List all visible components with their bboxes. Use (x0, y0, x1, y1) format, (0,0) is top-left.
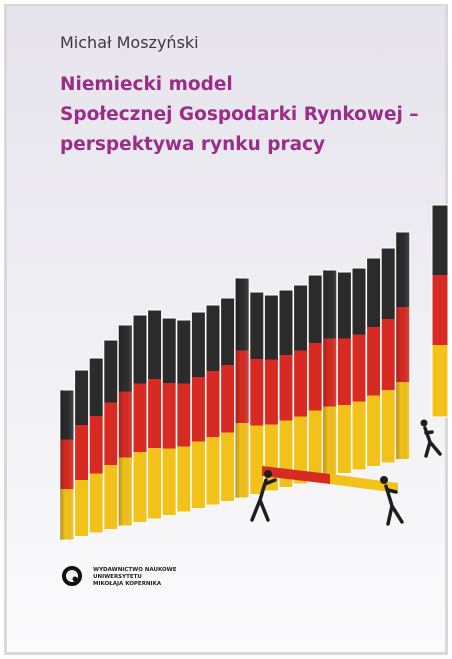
author: Michał Moszyński (60, 33, 199, 52)
title-line: perspektywa rynku pracy (60, 134, 325, 155)
book-cover: Michał Moszyński Niemiecki model Społecz… (0, 0, 452, 659)
title-line: Niemiecki model (60, 74, 233, 95)
publisher-line: WYDAWNICTWO NAUKOWE (93, 567, 177, 573)
publisher-line: MIKOŁAJA KOPERNIKA (93, 581, 162, 587)
page: Michał Moszyński Niemiecki model Społecz… (0, 0, 452, 659)
title-line: Społecznej Gospodarki Rynkowej – (60, 104, 419, 125)
publisher-line: UNIWERSYTETU (93, 574, 142, 580)
